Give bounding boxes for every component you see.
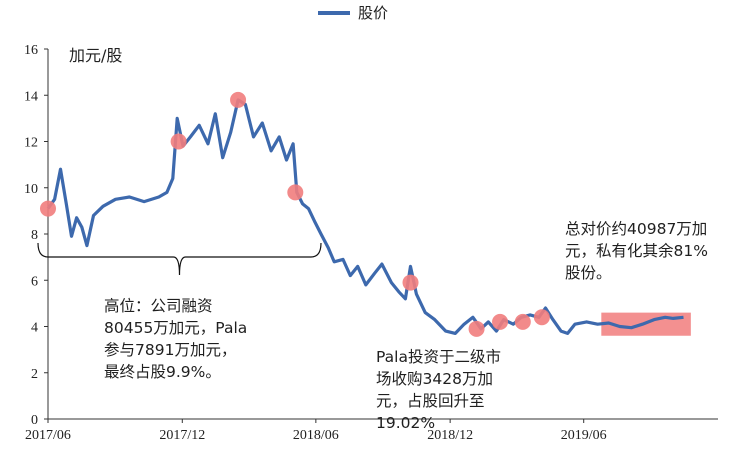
brace-bracket — [37, 242, 322, 276]
event-markers — [40, 91, 550, 337]
legend-label: 股价 — [358, 4, 389, 22]
legend: 股价 — [318, 2, 388, 23]
annotation-offer: 总对价约40987万加 元，私有化其余81% 股份。 — [565, 220, 708, 282]
event-marker — [40, 200, 56, 217]
x-tick-label: 2018/06 — [293, 428, 339, 443]
annotation-raise: 高位：公司融资 80455万加元，Pala 参与7891万加元， 最终占股9.9… — [104, 297, 248, 381]
x-tick-label: 2017/06 — [25, 428, 71, 443]
event-marker — [468, 320, 485, 337]
y-tick-labels: 0 2 4 6 8 10 12 14 16 — [24, 43, 48, 428]
event-marker — [514, 313, 531, 330]
x-tick-label: 2018/12 — [427, 428, 473, 443]
y-tick-label: 2 — [31, 367, 38, 382]
event-marker — [170, 133, 187, 150]
brace-path — [37, 242, 322, 276]
event-marker — [287, 184, 304, 201]
y-tick-label: 14 — [24, 89, 38, 104]
x-tick-label: 2017/12 — [159, 428, 205, 443]
event-marker — [402, 274, 419, 291]
y-tick-label: 6 — [31, 274, 38, 289]
event-marker — [492, 313, 509, 330]
y-unit-label: 加元/股 — [69, 46, 122, 65]
legend-swatch — [318, 10, 350, 15]
y-tick-label: 16 — [24, 43, 38, 58]
series-line-price — [46, 98, 684, 335]
event-marker — [230, 91, 247, 108]
x-tick-labels: 2017/06 2017/12 2018/06 2018/12 2019/06 — [25, 419, 607, 443]
x-tick-label: 2019/06 — [561, 428, 607, 443]
y-tick-label: 10 — [24, 182, 38, 197]
y-tick-label: 8 — [31, 228, 38, 243]
event-marker — [533, 309, 550, 326]
y-tick-label: 12 — [24, 136, 38, 151]
y-tick-label: 4 — [31, 321, 38, 336]
annotation-pala-buy: Pala投资于二级市 场收购3428万加 元，占股回升至 19.02% — [376, 348, 501, 432]
y-tick-label: 0 — [31, 413, 38, 428]
